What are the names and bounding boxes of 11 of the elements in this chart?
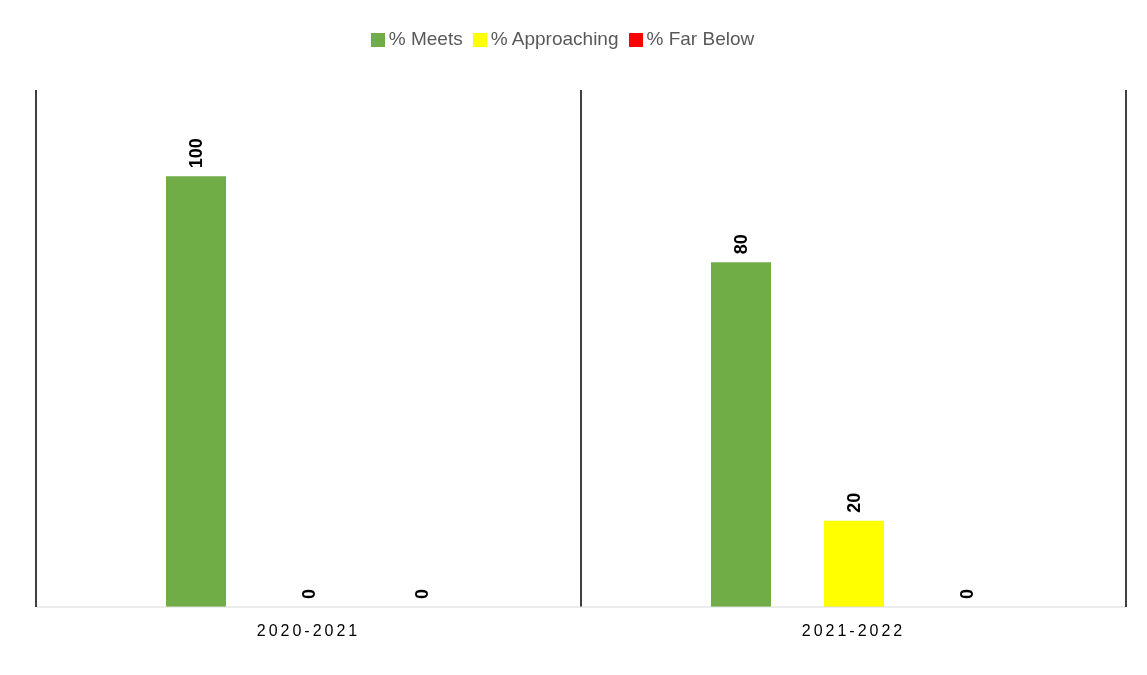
data-label: 0 xyxy=(412,588,432,599)
data-label: 100 xyxy=(186,138,206,169)
data-label: 80 xyxy=(731,234,751,255)
x-tick-label: 2021-2022 xyxy=(801,622,906,640)
x-tick-label: 2020-2021 xyxy=(256,622,361,640)
legend-label: % Approaching xyxy=(490,28,619,49)
legend-label: % Meets xyxy=(388,28,463,49)
data-label: 0 xyxy=(957,588,977,599)
legend-label: % Far Below xyxy=(646,28,755,49)
data-label: 20 xyxy=(844,492,864,513)
data-label: 0 xyxy=(299,588,319,599)
